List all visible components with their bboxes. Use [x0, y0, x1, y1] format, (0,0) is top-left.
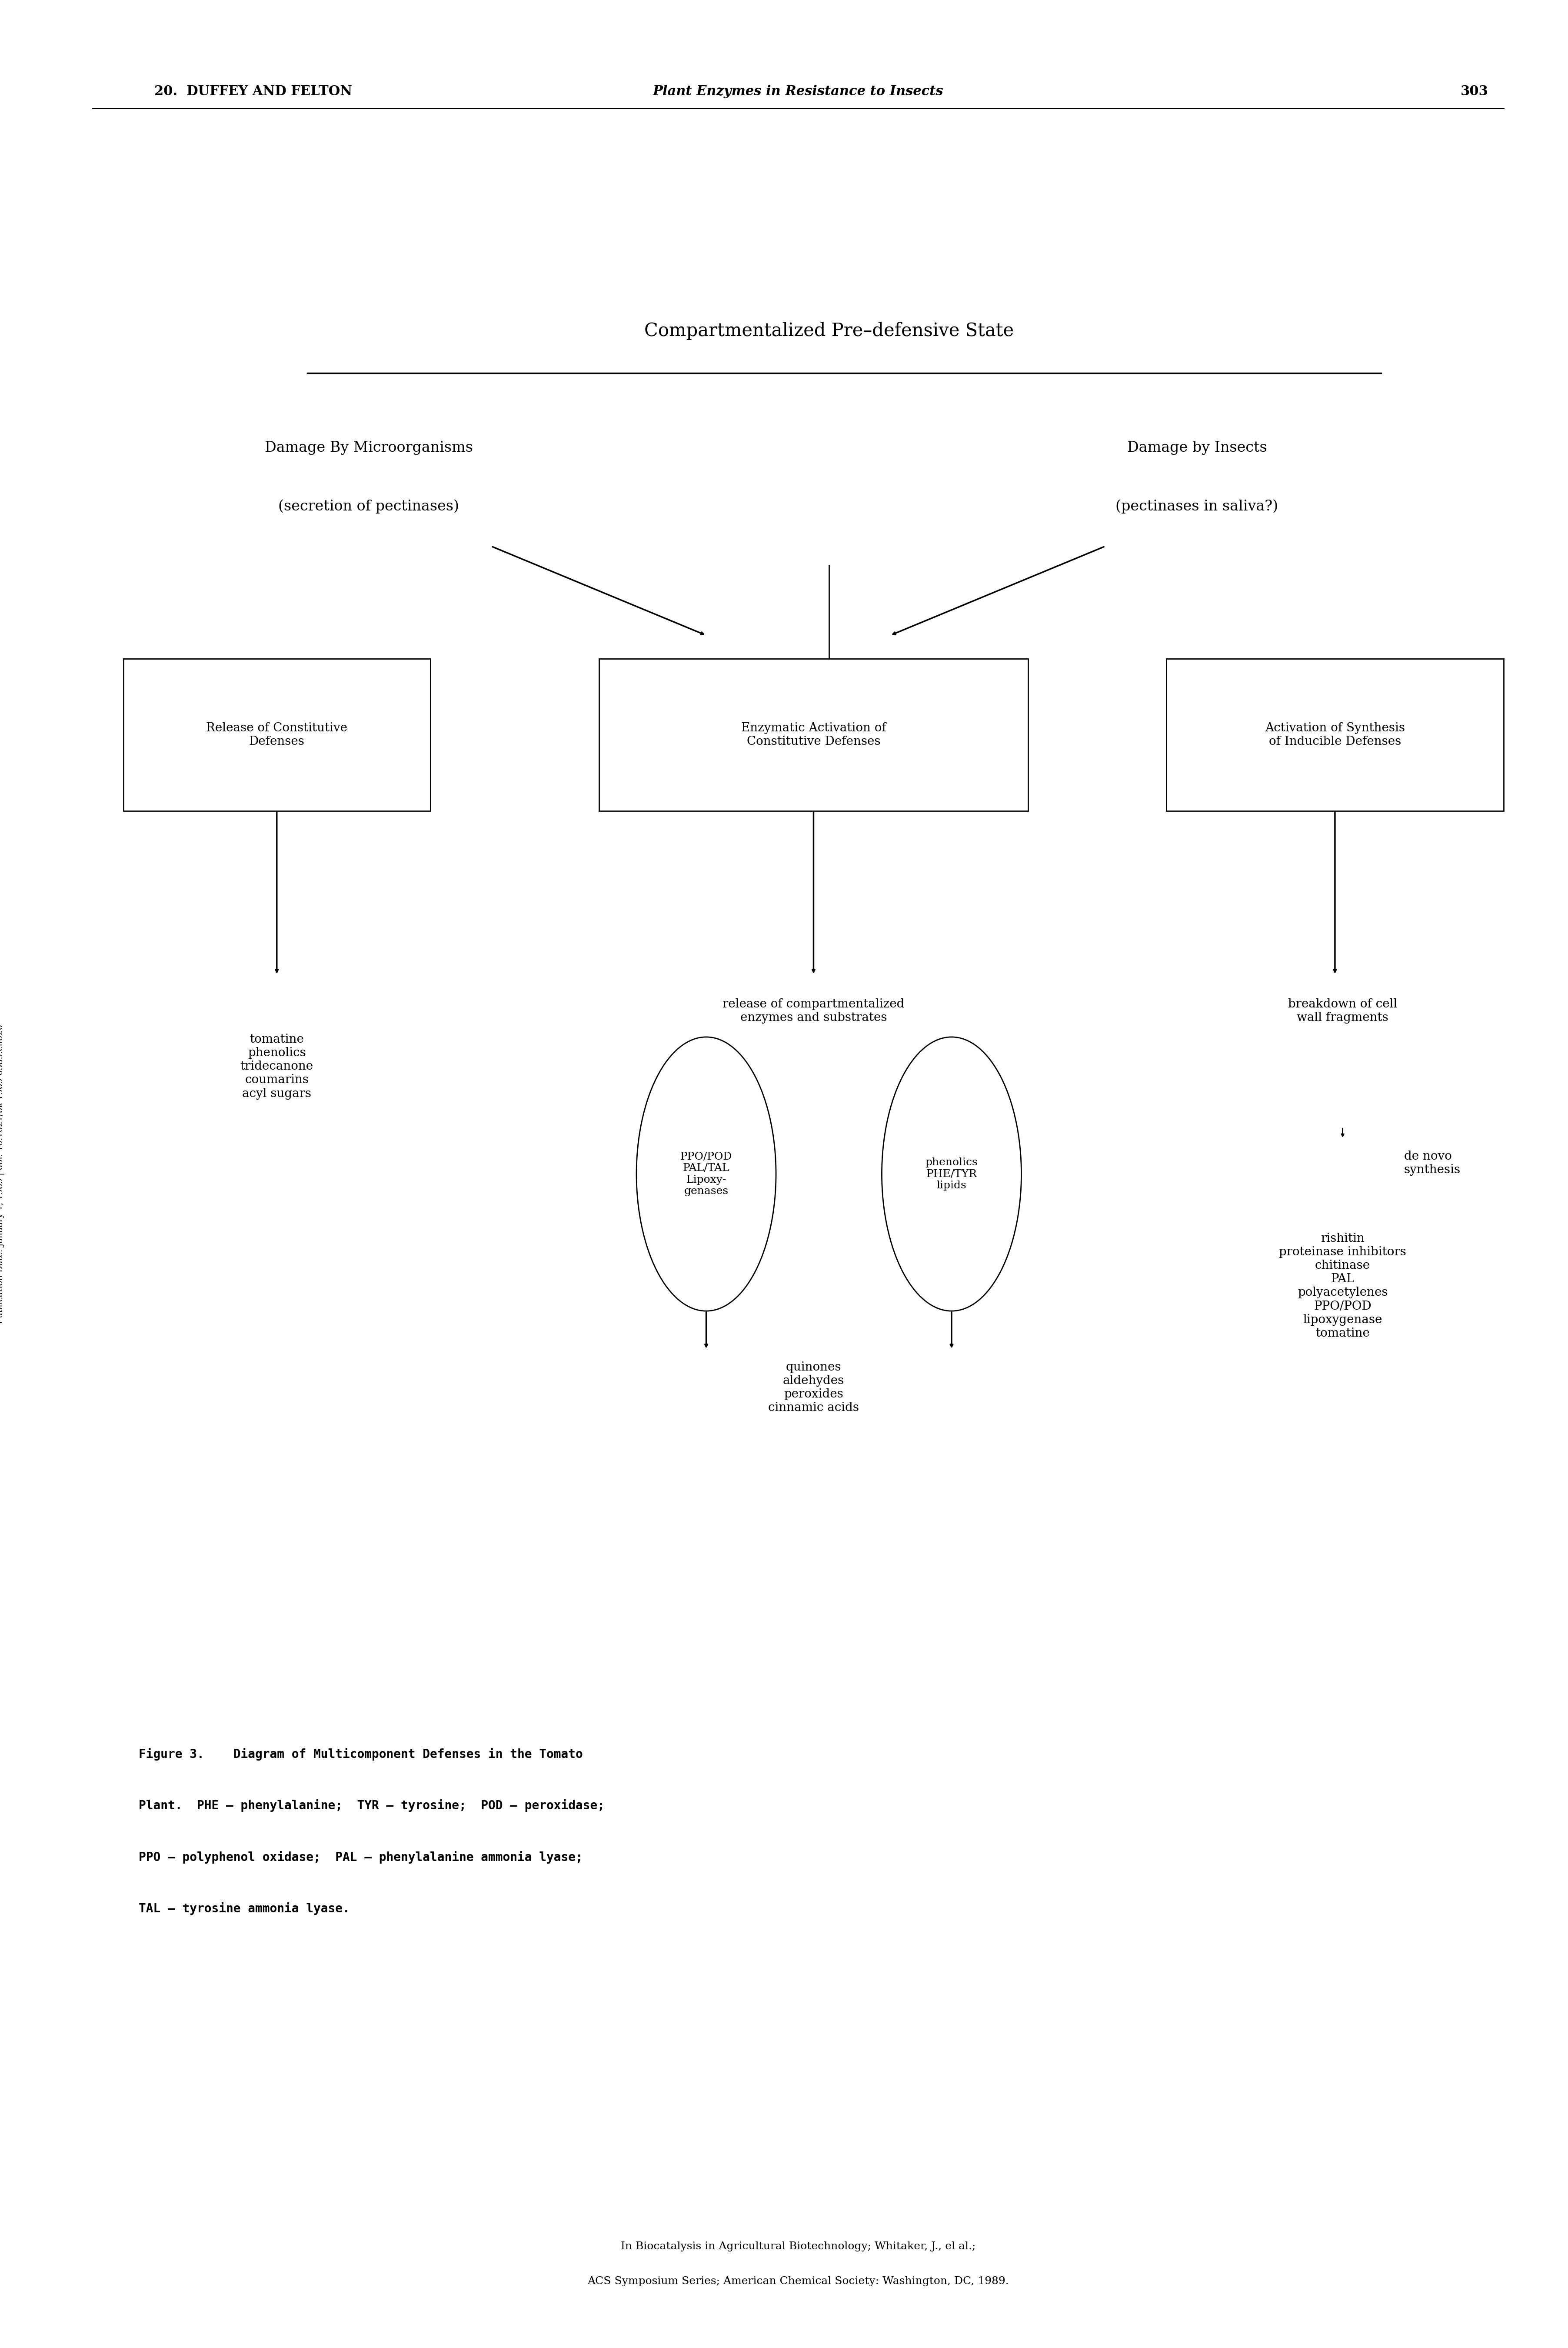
Text: ACS Symposium Series; American Chemical Society: Washington, DC, 1989.: ACS Symposium Series; American Chemical …	[588, 2278, 1008, 2287]
Text: Plant.  PHE — phenylalanine;  TYR — tyrosine;  POD — peroxidase;: Plant. PHE — phenylalanine; TYR — tyrosi…	[140, 1799, 605, 1813]
Text: 303: 303	[1460, 85, 1488, 99]
Ellipse shape	[637, 1038, 776, 1310]
Text: In Biocatalysis in Agricultural Biotechnology; Whitaker, J., el al.;: In Biocatalysis in Agricultural Biotechn…	[621, 2242, 975, 2252]
Text: release of compartmentalized
enzymes and substrates: release of compartmentalized enzymes and…	[723, 998, 905, 1024]
Text: Plant Enzymes in Resistance to Insects: Plant Enzymes in Resistance to Insects	[652, 85, 944, 99]
Text: Damage By Microorganisms: Damage By Microorganisms	[265, 441, 474, 456]
Text: (pectinases in saliva?): (pectinases in saliva?)	[1115, 500, 1278, 514]
Text: PPO — polyphenol oxidase;  PAL — phenylalanine ammonia lyase;: PPO — polyphenol oxidase; PAL — phenylal…	[140, 1850, 583, 1864]
Text: TAL — tyrosine ammonia lyase.: TAL — tyrosine ammonia lyase.	[140, 1902, 350, 1916]
FancyBboxPatch shape	[599, 660, 1029, 810]
Text: de novo
synthesis: de novo synthesis	[1403, 1151, 1460, 1176]
Text: (secretion of pectinases): (secretion of pectinases)	[279, 500, 459, 514]
FancyBboxPatch shape	[124, 660, 430, 810]
FancyBboxPatch shape	[1167, 660, 1504, 810]
Text: Activation of Synthesis
of Inducible Defenses: Activation of Synthesis of Inducible Def…	[1265, 723, 1405, 747]
Text: Damage by Insects: Damage by Insects	[1127, 441, 1267, 456]
Text: phenolics
PHE/TYR
lipids: phenolics PHE/TYR lipids	[925, 1158, 978, 1190]
Text: quinones
aldehydes
peroxides
cinnamic acids: quinones aldehydes peroxides cinnamic ac…	[768, 1362, 859, 1413]
Text: breakdown of cell
wall fragments: breakdown of cell wall fragments	[1287, 998, 1397, 1024]
Text: tomatine
phenolics
tridecanone
coumarins
acyl sugars: tomatine phenolics tridecanone coumarins…	[240, 1033, 314, 1099]
Ellipse shape	[881, 1038, 1021, 1310]
Text: Release of Constitutive
Defenses: Release of Constitutive Defenses	[205, 723, 348, 747]
Text: PPO/POD
PAL/TAL
Lipoxy-
genases: PPO/POD PAL/TAL Lipoxy- genases	[681, 1151, 732, 1197]
Text: Figure 3.    Diagram of Multicomponent Defenses in the Tomato: Figure 3. Diagram of Multicomponent Defe…	[140, 1747, 583, 1761]
Text: 20.  DUFFEY AND FELTON: 20. DUFFEY AND FELTON	[154, 85, 351, 99]
Text: Publication Date: January 1, 1989 | doi: 10.1021/bk-1989-0389.ch020: Publication Date: January 1, 1989 | doi:…	[0, 1024, 5, 1324]
Text: rishitin
proteinase inhibitors
chitinase
PAL
polyacetylenes
PPO/POD
lipoxygenase: rishitin proteinase inhibitors chitinase…	[1279, 1233, 1406, 1338]
Text: Compartmentalized Pre–defensive State: Compartmentalized Pre–defensive State	[644, 322, 1013, 340]
Text: Enzymatic Activation of
Constitutive Defenses: Enzymatic Activation of Constitutive Def…	[742, 723, 886, 747]
